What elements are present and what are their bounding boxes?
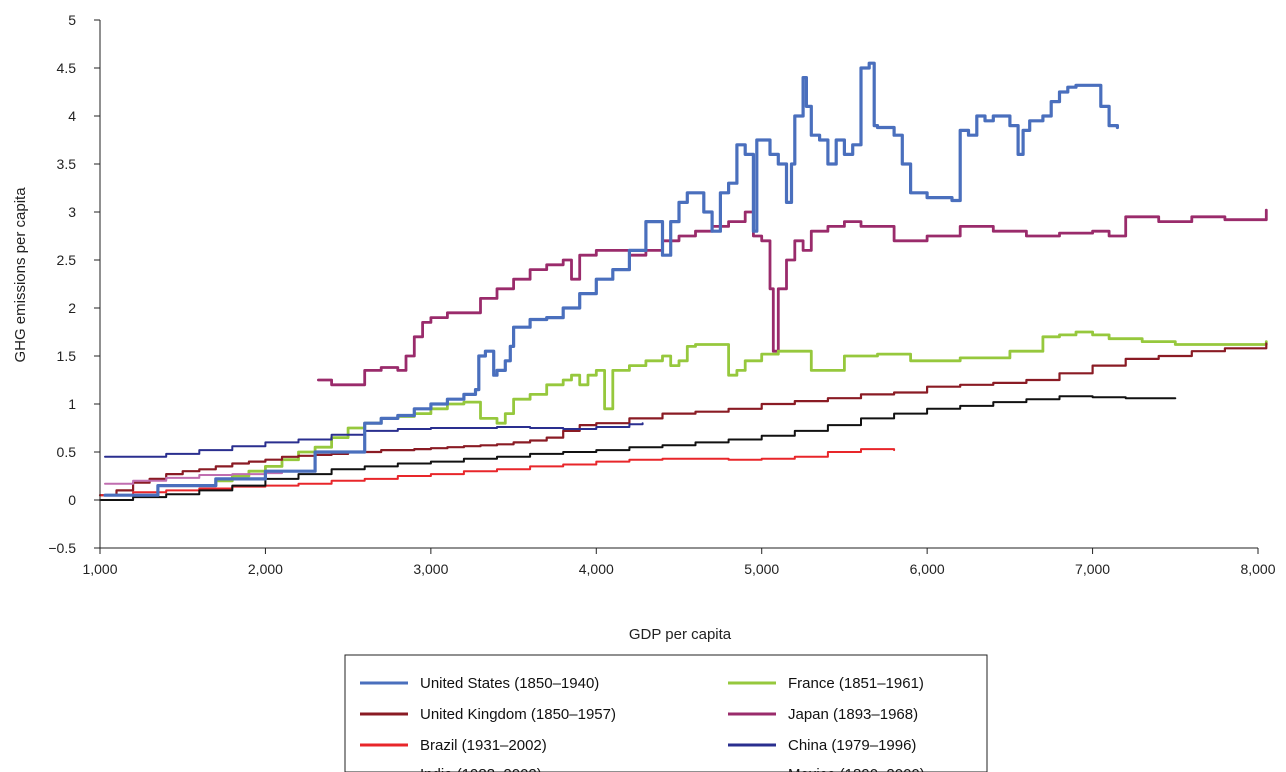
y-tick-label: 4 xyxy=(68,108,76,124)
x-tick-label: 3,000 xyxy=(413,561,448,577)
legend-label: Japan (1893–1968) xyxy=(788,706,918,723)
legend-label: Brazil (1931–2002) xyxy=(420,737,547,754)
legend-box xyxy=(344,654,988,772)
series-line-5 xyxy=(104,422,644,458)
y-tick-label: 2 xyxy=(68,300,76,316)
y-tick-label: 0 xyxy=(68,492,76,508)
y-tick-label: 3 xyxy=(68,204,76,220)
legend-label: France (1851–1961) xyxy=(788,675,924,692)
y-tick-label: 5 xyxy=(68,12,76,28)
legend-label: United States (1850–1940) xyxy=(420,675,599,692)
x-tick-label: 7,000 xyxy=(1075,561,1110,577)
y-tick-label: 1 xyxy=(68,396,76,412)
y-tick-label: 1.5 xyxy=(57,348,77,364)
legend: United States (1850–1940) France (1851–19… xyxy=(344,654,988,772)
axes-layer: −0.5 0 0.5 1 1.5 2 2.5 3 3.5 4 4.5 5 1,000 2,000 3,000… xyxy=(48,12,1275,577)
y-tick-label: 0.5 xyxy=(57,444,77,460)
x-tick-label: 8,000 xyxy=(1240,561,1275,577)
series-line-2 xyxy=(98,342,1268,497)
x-tick-label: 1,000 xyxy=(82,561,117,577)
legend-label: Mexico (1890–2000) xyxy=(788,766,925,772)
y-tick-label: −0.5 xyxy=(48,540,76,556)
series-line-0 xyxy=(103,61,1119,497)
x-tick-label: 4,000 xyxy=(579,561,614,577)
series-line-3 xyxy=(317,208,1268,387)
y-tick-label: 2.5 xyxy=(57,252,77,268)
series-layer xyxy=(98,61,1268,501)
x-tick-label: 2,000 xyxy=(248,561,283,577)
y-tick-label: 3.5 xyxy=(57,156,77,172)
y-axis-title: GHG emissions per capita xyxy=(12,187,29,363)
y-tick-label: 4.5 xyxy=(57,60,77,76)
legend-label: China (1979–1996) xyxy=(788,737,916,754)
legend-label: India (1983–2002) xyxy=(420,766,542,772)
x-tick-label: 5,000 xyxy=(744,561,779,577)
legend-label: United Kingdom (1850–1957) xyxy=(420,706,616,723)
x-tick-label: 6,000 xyxy=(910,561,945,577)
series-line-7 xyxy=(99,395,1177,501)
x-axis-title: GDP per capita xyxy=(629,626,732,643)
